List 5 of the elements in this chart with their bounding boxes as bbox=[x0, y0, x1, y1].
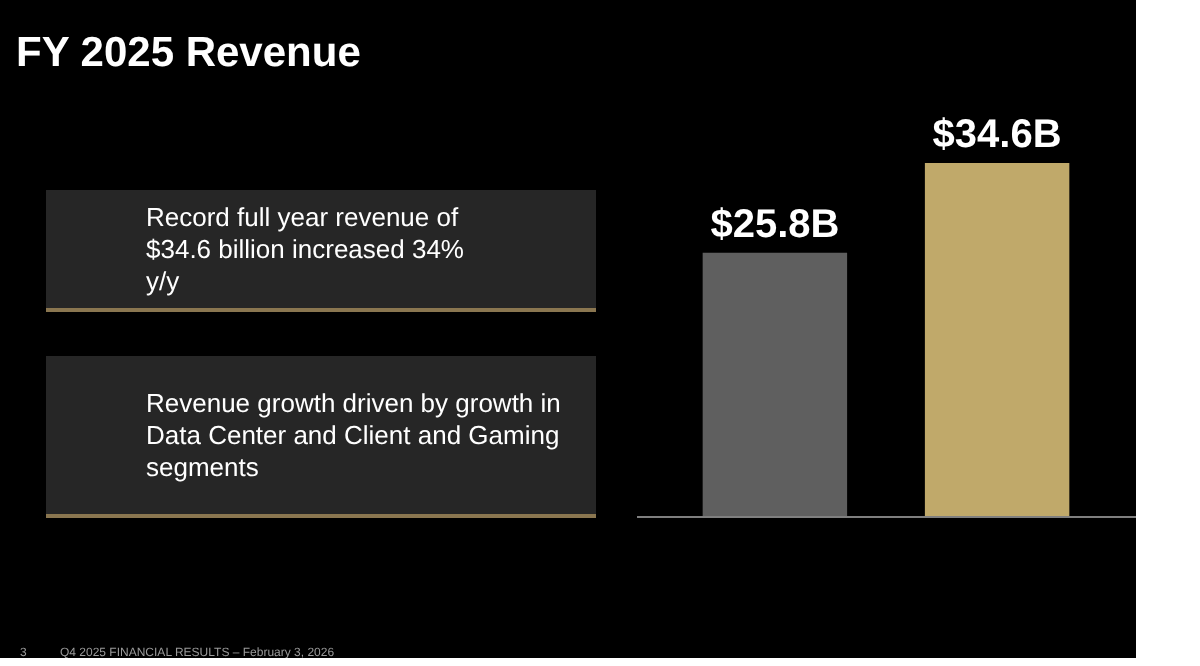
text: FY 2025 Revenue bbox=[16, 30, 361, 76]
text: Revenue growth driven by growth in Data Center and Client and Gaming segments bbox=[146, 388, 561, 482]
text: Record full year revenue of $34.6 billion increased 34% y/y bbox=[146, 202, 465, 296]
data-label: $25.8B bbox=[710, 202, 840, 247]
data-label: $34.6B bbox=[932, 112, 1062, 157]
